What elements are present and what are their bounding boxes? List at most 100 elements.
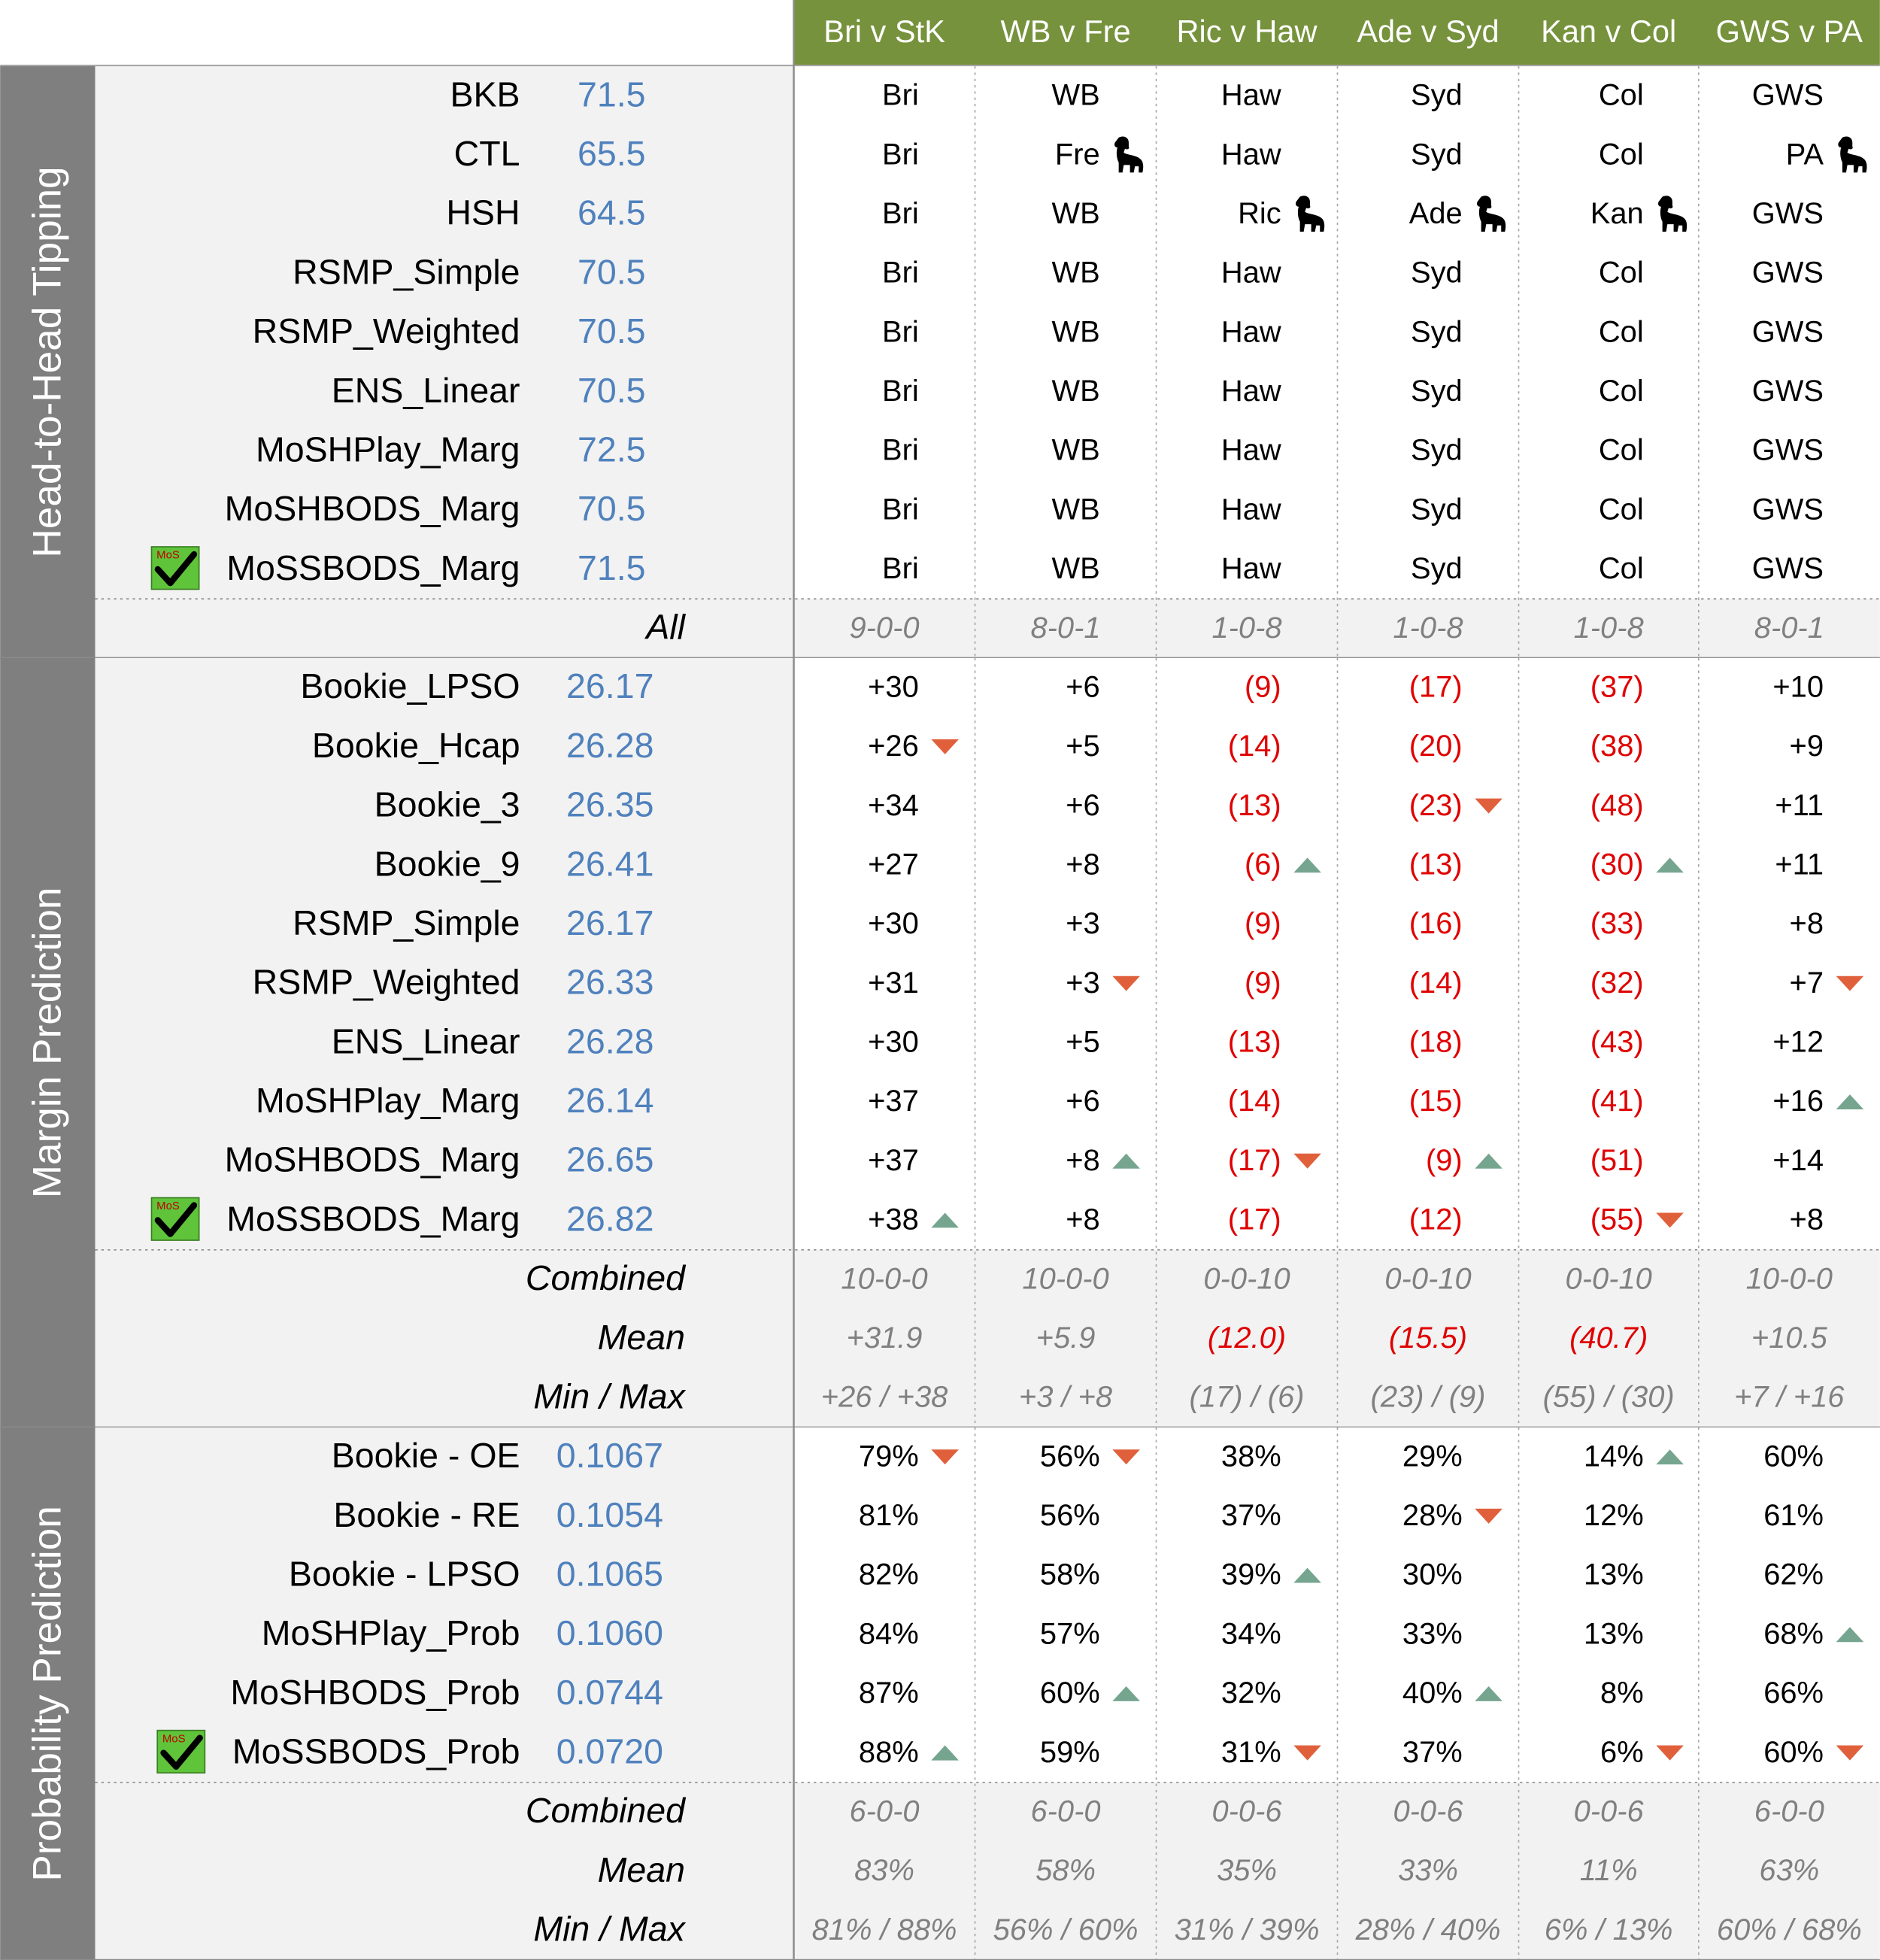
summary-cell: 10-0-0 (841, 1262, 927, 1295)
best-badge: MoS (156, 1729, 206, 1774)
summary-label: All (644, 608, 686, 647)
prediction-cell: Bri (882, 315, 919, 348)
prediction-cell: (9) (1245, 966, 1281, 1000)
model-name: RSMP_Weighted (253, 963, 520, 1002)
prediction-cell: (18) (1409, 1026, 1463, 1059)
prediction-cell: Col (1599, 434, 1644, 467)
up-arrow (931, 1212, 959, 1228)
prediction-cell: Bri (882, 434, 919, 467)
prediction-cell: WB (1052, 375, 1100, 408)
model-name: CTL (454, 134, 520, 173)
prediction-cell: (14) (1228, 1085, 1281, 1118)
model-score: 26.82 (566, 1199, 653, 1238)
check-mark (154, 551, 198, 587)
prediction-cell: GWS (1752, 434, 1824, 467)
model-score: 0.1067 (556, 1436, 663, 1475)
game-header: Ade v Syd (1357, 14, 1499, 49)
down-arrow (1475, 798, 1502, 814)
prediction-cell: GWS (1752, 256, 1824, 290)
summary-cell: 10-0-0 (1746, 1262, 1833, 1295)
prediction-cell: +11 (1775, 848, 1824, 881)
prediction-cell: (13) (1409, 848, 1463, 881)
prediction-cell: +3 (1066, 966, 1099, 1000)
dog-shape (1296, 196, 1325, 232)
section-label-band (0, 657, 96, 1428)
model-name: Bookie_Hcap (312, 726, 520, 765)
summary-cell: 81% / 88% (812, 1913, 957, 1946)
badge-text: MoS (156, 549, 180, 562)
prediction-cell: (41) (1590, 1085, 1644, 1118)
prediction-cell: Syd (1411, 256, 1463, 290)
model-name: ENS_Linear (332, 371, 520, 410)
model-score: 26.28 (566, 1021, 653, 1060)
prediction-cell: 14% (1584, 1440, 1644, 1473)
model-name: BKB (450, 74, 520, 114)
game-header: GWS v PA (1716, 14, 1863, 49)
summary-cell: (23) / (9) (1371, 1381, 1486, 1414)
prediction-cell: Syd (1411, 138, 1463, 171)
prediction-cell: 66% (1763, 1676, 1824, 1710)
underdog-icon (1477, 196, 1506, 232)
model-score: 26.28 (566, 726, 653, 765)
model-name: Bookie - LPSO (289, 1555, 520, 1594)
prediction-cell: 12% (1584, 1499, 1644, 1532)
prediction-cell: 34% (1221, 1617, 1281, 1650)
down-arrow (931, 739, 959, 754)
prediction-cell: Syd (1411, 375, 1463, 408)
prediction-cell: 88% (859, 1736, 919, 1769)
model-score: 70.5 (578, 371, 646, 410)
model-score: 0.1065 (556, 1555, 663, 1594)
up-arrow (1656, 857, 1684, 873)
prediction-cell: (14) (1409, 966, 1463, 1000)
prediction-cell: +5 (1066, 730, 1099, 763)
prediction-cell: 37% (1221, 1499, 1281, 1532)
prediction-cell: 33% (1402, 1617, 1463, 1650)
prediction-cell: Bri (882, 256, 919, 290)
summary-cell: 60% / 68% (1717, 1913, 1862, 1946)
prediction-cell: Fre (1055, 138, 1100, 171)
prediction-cell: Bri (882, 138, 919, 171)
model-score: 26.65 (566, 1140, 653, 1179)
prediction-cell: 68% (1763, 1617, 1824, 1650)
summary-cell: (40.7) (1569, 1321, 1648, 1355)
model-name: ENS_Linear (332, 1021, 520, 1060)
prediction-cell: WB (1052, 552, 1100, 585)
prediction-cell: Haw (1221, 375, 1281, 408)
summary-cell: 10-0-0 (1022, 1262, 1108, 1295)
game-header: Bri v StK (823, 14, 945, 49)
prediction-cell: Syd (1411, 434, 1463, 467)
summary-cell: 0-0-6 (1574, 1795, 1645, 1828)
prediction-cell: +27 (868, 848, 919, 881)
prediction-cell: 87% (859, 1676, 919, 1710)
prediction-cell: Bri (882, 79, 919, 112)
summary-cell: 0-0-10 (1384, 1262, 1471, 1295)
prediction-cell: Haw (1221, 138, 1281, 171)
name-area (95, 66, 794, 658)
prediction-cell: WB (1052, 79, 1100, 112)
header-band (793, 0, 1880, 65)
prediction-cell: WB (1052, 256, 1100, 290)
summary-cell: +7 / +16 (1734, 1381, 1845, 1414)
game-header: WB v Fre (1001, 14, 1131, 49)
summary-label: Mean (598, 1318, 685, 1357)
best-badge: MoS (150, 1197, 200, 1241)
summary-label: Mean (598, 1850, 685, 1889)
prediction-cell: 29% (1402, 1440, 1463, 1473)
badge-text: MoS (162, 1732, 186, 1745)
prediction-cell: (37) (1590, 670, 1644, 703)
prediction-cell: Ade (1409, 197, 1463, 230)
model-score: 71.5 (578, 548, 646, 587)
model-name: MoSHBODS_Marg (225, 489, 520, 528)
summary-cell: 0-0-10 (1203, 1262, 1290, 1295)
prediction-cell: +3 (1066, 907, 1099, 940)
prediction-cell: Col (1599, 493, 1644, 526)
prediction-cell: Haw (1221, 552, 1281, 585)
prediction-cell: (20) (1409, 730, 1463, 763)
prediction-cell: (9) (1245, 907, 1281, 940)
summary-cell: 8-0-1 (1030, 611, 1100, 645)
prediction-cell: 58% (1040, 1558, 1100, 1591)
summary-label: Min / Max (533, 1376, 686, 1415)
prediction-cell: WB (1052, 315, 1100, 348)
summary-label: Min / Max (533, 1910, 686, 1949)
prediction-cell: Col (1599, 138, 1644, 171)
